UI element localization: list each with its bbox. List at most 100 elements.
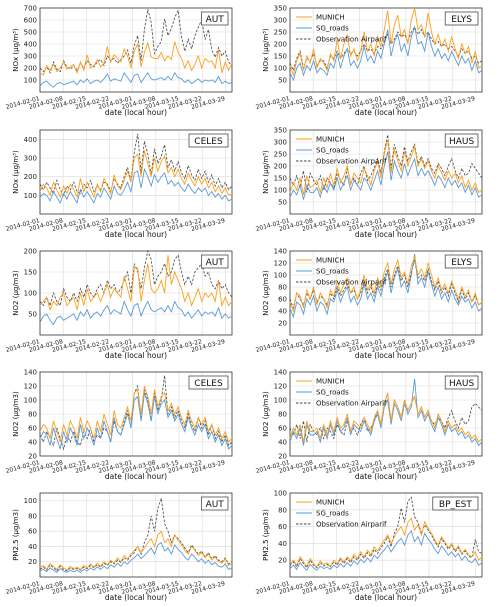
plot-frame (39, 129, 233, 215)
y-tick-label: 40 (278, 439, 287, 447)
y-tick-label: 100 (24, 497, 37, 505)
y-tick-label: 140 (274, 369, 287, 377)
legend-label: SG_roads (316, 25, 349, 33)
series-line-sg-roads (39, 167, 233, 204)
plot-frame (289, 371, 483, 457)
series-line-munich (39, 255, 233, 312)
y-tick-label: 80 (278, 284, 287, 292)
y-tick-label: 60 (278, 425, 287, 433)
y-axis-label: PM2.5 (µg/m3) (262, 509, 270, 561)
series-line-observation (289, 259, 483, 310)
y-axis-label: PM2.5 (µg/m3) (12, 509, 20, 561)
y-tick-label: 250 (274, 29, 287, 37)
x-axis-label: date (local hour) (355, 351, 417, 360)
y-tick-label: 40 (28, 543, 37, 551)
x-axis-label: date (local hour) (105, 108, 167, 117)
y-tick-label: 20 (28, 453, 37, 461)
y-tick-label: 120 (274, 260, 287, 268)
series-line-sg-roads (39, 541, 233, 573)
y-tick-label: 20 (278, 557, 287, 565)
station-label: ELYS (451, 15, 472, 25)
station-label-box (201, 254, 229, 269)
y-tick-label: 500 (24, 29, 37, 37)
y-axis-label: NO2 (µg/m3) (262, 270, 270, 316)
chart-panel-3: 1002003004002014-02-012014-02-082014-02-… (5, 129, 233, 239)
series-line-munich (289, 7, 483, 77)
series-line-munich (289, 517, 483, 568)
y-tick-label: 150 (274, 53, 287, 61)
y-tick-label: 20 (28, 558, 37, 566)
y-tick-label: 200 (24, 248, 37, 256)
y-tick-label: 100 (24, 77, 37, 85)
y-tick-label: 140 (274, 248, 287, 256)
series-line-observation (289, 496, 483, 569)
station-label: CELES (194, 379, 223, 389)
legend-label: Observation Airparif (316, 400, 387, 408)
y-tick-label: 120 (24, 383, 37, 391)
y-tick-label: 250 (274, 151, 287, 159)
y-tick-label: 350 (274, 127, 287, 135)
series-line-sg-roads (289, 253, 483, 319)
legend-label: MUNICH (316, 378, 345, 386)
y-tick-label: 200 (24, 173, 37, 181)
y-tick-label: 80 (278, 411, 287, 419)
plot-frame (289, 492, 483, 578)
series-line-sg-roads (289, 529, 483, 572)
series-line-sg-roads (289, 25, 483, 82)
series-line-sg-roads (289, 378, 483, 447)
y-tick-label: 300 (274, 17, 287, 25)
y-tick-label: 40 (278, 308, 287, 316)
y-tick-label: 100 (24, 290, 37, 298)
y-tick-label: 100 (24, 192, 37, 200)
y-tick-label: 50 (28, 311, 37, 319)
y-tick-label: 150 (274, 175, 287, 183)
plot-frame (39, 371, 233, 457)
chart-panel-7: 204060801001201402014-02-012014-02-08201… (5, 369, 233, 481)
legend-label: SG_roads (316, 268, 349, 276)
station-label: ELYS (451, 258, 472, 268)
y-tick-label: 200 (24, 65, 37, 73)
station-label-box (444, 133, 479, 148)
series-line-observation (39, 8, 233, 74)
y-tick-label: 300 (24, 155, 37, 163)
station-label: CELES (194, 137, 223, 147)
series-line-observation (39, 133, 233, 197)
y-tick-label: 350 (274, 5, 287, 13)
y-tick-label: 50 (278, 77, 287, 85)
y-tick-label: 200 (274, 163, 287, 171)
y-axis-label: NOx (µg/m³) (12, 28, 20, 72)
legend-label: Observation Airparif (316, 521, 387, 529)
plot-frame (289, 7, 483, 93)
chart-panel-4: 501001502002503003502014-02-012014-02-08… (255, 127, 483, 239)
plot-frame (289, 129, 483, 215)
series-line-sg-roads (39, 299, 233, 326)
station-label-box (188, 375, 229, 390)
legend-label: MUNICH (316, 257, 345, 265)
chart-panel-1: 1002003004005006007002014-02-012014-02-0… (5, 5, 233, 117)
legend-label: Observation Airparif (316, 158, 387, 166)
y-tick-label: 80 (28, 411, 37, 419)
x-axis-label: date (local hour) (105, 230, 167, 239)
y-tick-label: 120 (274, 383, 287, 391)
chart-panel-8: 204060801001201402014-02-012014-02-08201… (255, 369, 483, 481)
y-tick-label: 40 (28, 439, 37, 447)
series-line-munich (289, 255, 483, 313)
station-label: HAUS (449, 137, 475, 147)
y-tick-label: 100 (274, 65, 287, 73)
series-line-observation (289, 134, 483, 193)
series-line-munich (39, 385, 233, 443)
station-label-box (188, 133, 229, 148)
series-line-observation (39, 498, 233, 572)
x-axis-label: date (local hour) (355, 472, 417, 481)
y-tick-label: 600 (24, 17, 37, 25)
series-line-sg-roads (289, 151, 483, 200)
legend-label: MUNICH (316, 499, 345, 507)
plot-frame (39, 492, 233, 578)
y-tick-label: 80 (28, 512, 37, 520)
plot-frame (39, 250, 233, 336)
y-tick-label: 20 (278, 453, 287, 461)
chart-panel-2: 501001502002503003502014-02-012014-02-08… (255, 5, 483, 117)
y-tick-label: 100 (274, 187, 287, 195)
y-tick-label: 60 (28, 425, 37, 433)
series-line-munich (39, 150, 233, 199)
